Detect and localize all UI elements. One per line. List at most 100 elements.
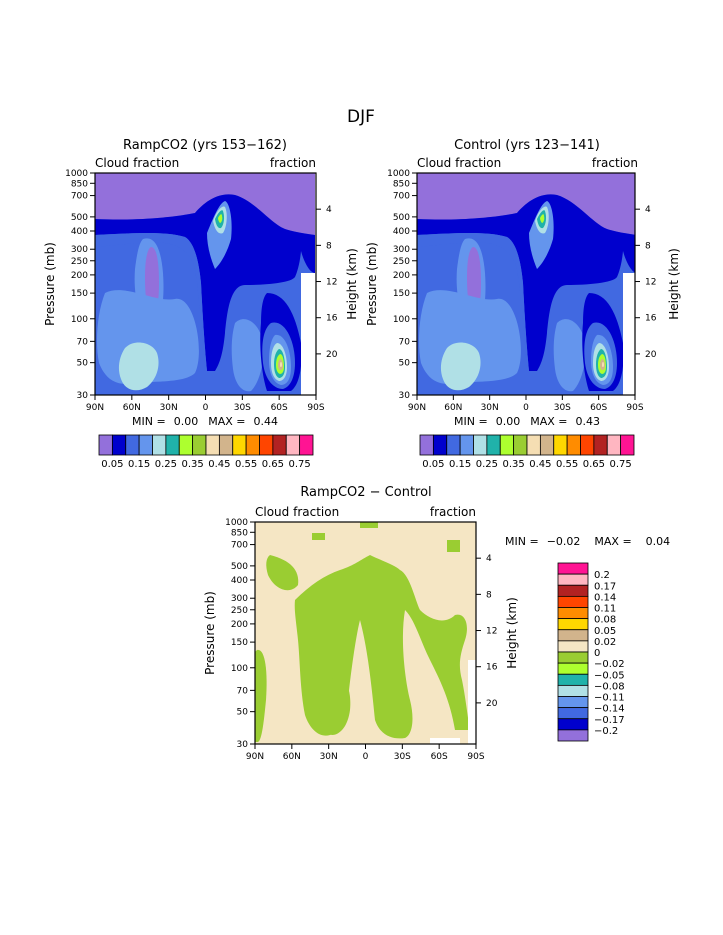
colorbar-label: −0.2 — [594, 726, 618, 737]
x-tick-label: 30S — [234, 403, 251, 413]
min-value: 0.00 — [174, 415, 199, 428]
colorbar-label: 0.65 — [583, 459, 605, 470]
colorbar-label: 0.08 — [594, 615, 616, 626]
colorbar-label: 0.35 — [181, 459, 203, 470]
y-tick-label: 700 — [231, 541, 248, 551]
colorbar-label: −0.05 — [594, 670, 625, 681]
colorbar-swatch — [557, 696, 589, 709]
min-value: 0.00 — [496, 415, 521, 428]
ylabel: Pressure (mb) — [365, 242, 379, 326]
y-tick-label: 150 — [231, 638, 248, 648]
contour-field — [417, 173, 635, 395]
colorbar-swatch — [557, 640, 589, 653]
colorbar-swatch — [557, 584, 589, 597]
colorbar-swatch — [513, 434, 528, 456]
x-tick-label: 90N — [408, 403, 426, 413]
y-tick-label: 50 — [77, 359, 89, 369]
y-tick-label: 250 — [393, 257, 410, 267]
colorbar-swatch — [152, 434, 167, 456]
y-tick-label: 70 — [399, 337, 411, 347]
max-value: 0.44 — [253, 415, 278, 428]
y-tick-label: 400 — [71, 227, 88, 237]
panel-left-subtitle: Cloud fraction — [95, 156, 179, 170]
y-tick-label: 150 — [393, 289, 410, 299]
colorbar-swatch — [557, 673, 589, 686]
page-title: DJF — [347, 107, 375, 127]
min-label: MIN = — [505, 535, 539, 548]
stats: MIN = 0.00 MAX = 0.44 — [132, 415, 278, 428]
panel-control: Control (yrs 123−141) Cloud fraction fra… — [365, 138, 681, 470]
y-tick-label: 70 — [237, 686, 249, 696]
colorbar-label: 0.65 — [262, 459, 284, 470]
colorbar-swatch — [98, 434, 113, 456]
x-tick-label: 60N — [123, 403, 141, 413]
colorbar-label: −0.08 — [594, 681, 625, 692]
colorbar-label: 0.05 — [101, 459, 123, 470]
colorbar-label: 0.17 — [594, 581, 616, 592]
y-tick-label: 100 — [231, 664, 248, 674]
y-right-tick-label: 4 — [645, 205, 651, 215]
y-right-tick-label: 4 — [326, 205, 332, 215]
colorbar-swatch — [539, 434, 555, 456]
x-tick-label: 30S — [554, 403, 571, 413]
colorbar-swatch — [557, 562, 589, 575]
y-tick-label: 850 — [393, 179, 410, 189]
colorbar-swatch — [557, 718, 589, 731]
y-right-tick-label: 8 — [486, 590, 492, 600]
colorbar-label: 0 — [594, 648, 600, 659]
colorbar-swatch — [419, 434, 434, 456]
panel-title: RampCO2 − Control — [300, 485, 431, 500]
colorbar-swatch — [432, 434, 448, 456]
y-right-tick-label: 20 — [645, 350, 657, 360]
colorbar-label: 0.35 — [502, 459, 524, 470]
colorbar-label: 0.05 — [594, 626, 616, 637]
contour-field — [255, 522, 476, 744]
y-right-tick-label: 16 — [486, 663, 498, 673]
y-tick-label: 50 — [399, 359, 411, 369]
x-tick-label: 30N — [160, 403, 178, 413]
colorbar-label: −0.17 — [594, 715, 625, 726]
y-right-tick-label: 12 — [326, 278, 337, 288]
colorbar-swatch — [580, 434, 595, 456]
colorbar-swatch — [178, 434, 194, 456]
y-tick-label: 50 — [237, 708, 249, 718]
colorbar-swatch — [245, 434, 260, 456]
y-right-tick-label: 12 — [645, 278, 656, 288]
colorbar-swatch — [557, 595, 589, 608]
y-tick-label: 700 — [71, 192, 88, 202]
colorbar-swatch — [446, 434, 461, 456]
colorbar-swatch — [606, 434, 622, 456]
colorbar-swatch — [111, 434, 127, 456]
y-tick-label: 30 — [237, 740, 249, 750]
max-label: MAX = — [594, 535, 631, 548]
colorbar-swatch — [557, 707, 589, 720]
y-tick-label: 500 — [231, 562, 248, 572]
ylabel: Pressure (mb) — [203, 591, 217, 675]
colorbar-label: −0.02 — [594, 659, 625, 670]
y-tick-label: 70 — [77, 337, 89, 347]
y-right-tick-label: 20 — [486, 699, 498, 709]
x-tick-label: 30N — [320, 752, 338, 762]
x-tick-label: 60S — [271, 403, 288, 413]
max-label: MAX = — [208, 415, 245, 428]
x-tick-label: 90S — [626, 403, 643, 413]
colorbar-swatch — [553, 434, 568, 456]
colorbar-label: −0.11 — [594, 693, 625, 704]
x-tick-label: 0 — [203, 403, 209, 413]
y-tick-label: 300 — [393, 245, 410, 255]
ylabel-right: Height (km) — [667, 248, 681, 319]
min-label: MIN = — [132, 415, 166, 428]
x-tick-label: 0 — [523, 403, 529, 413]
x-tick-label: 30N — [481, 403, 499, 413]
x-tick-label: 90S — [307, 403, 324, 413]
x-tick-label: 60S — [590, 403, 607, 413]
colorbar-swatch — [192, 434, 207, 456]
colorbar-swatch — [125, 434, 140, 456]
panel-title: RampCO2 (yrs 153−162) — [123, 138, 287, 153]
y-tick-label: 400 — [231, 576, 248, 586]
colorbar-label: 0.25 — [155, 459, 177, 470]
colorbar-swatch — [299, 434, 314, 456]
y-tick-label: 200 — [71, 271, 88, 281]
contour-field — [95, 173, 315, 395]
